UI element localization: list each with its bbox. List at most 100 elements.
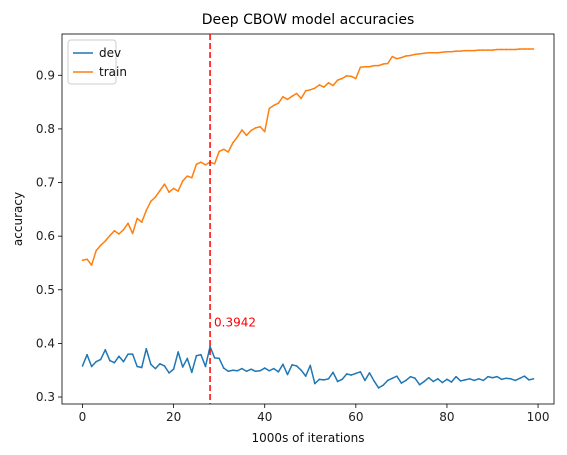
data-point-train xyxy=(427,51,430,54)
data-point-train xyxy=(122,228,125,231)
data-point-train xyxy=(496,48,498,51)
data-point-train xyxy=(345,75,348,77)
data-point-train xyxy=(359,66,362,69)
data-point-train xyxy=(505,48,507,51)
data-point-dev xyxy=(427,376,430,379)
data-point-dev xyxy=(136,365,138,368)
data-point-train xyxy=(259,125,261,128)
data-point-dev xyxy=(345,373,348,375)
data-point-dev xyxy=(304,375,307,377)
data-point-train xyxy=(163,183,166,185)
best-dev-annotation: 0.3942 xyxy=(214,316,256,330)
data-point-train xyxy=(405,55,407,57)
data-point-train xyxy=(140,221,143,224)
data-point-dev xyxy=(386,379,389,382)
data-point-train xyxy=(181,180,184,182)
data-point-dev xyxy=(127,353,129,355)
data-point-dev xyxy=(122,360,125,363)
data-point-dev xyxy=(396,375,398,377)
data-point-dev xyxy=(163,365,166,367)
data-point-dev xyxy=(414,377,416,380)
data-point-dev xyxy=(195,354,198,357)
x-tick-label: 80 xyxy=(439,410,454,424)
data-point-dev xyxy=(391,377,394,380)
data-point-dev xyxy=(181,366,184,368)
data-point-train xyxy=(418,53,421,55)
data-point-train xyxy=(414,53,416,56)
data-point-train xyxy=(350,75,353,78)
data-point-train xyxy=(282,95,284,98)
data-point-dev xyxy=(140,366,143,369)
data-point-dev xyxy=(209,345,211,348)
data-point-dev xyxy=(519,377,521,380)
data-point-train xyxy=(318,84,321,86)
data-point-train xyxy=(368,65,371,68)
data-point-dev xyxy=(99,358,102,361)
y-tick-label: 0.6 xyxy=(36,229,55,243)
data-point-dev xyxy=(327,377,330,380)
data-point-dev xyxy=(377,387,380,389)
chart-title: Deep CBOW model accuracies xyxy=(202,12,415,28)
data-point-dev xyxy=(150,363,152,366)
data-point-dev xyxy=(350,374,353,376)
series-line-train xyxy=(82,48,534,266)
data-point-dev xyxy=(332,371,334,374)
data-point-train xyxy=(377,64,380,67)
data-point-dev xyxy=(277,371,280,373)
data-point-dev xyxy=(131,353,134,355)
plot-frame xyxy=(61,33,555,405)
data-point-dev xyxy=(236,369,239,372)
data-point-train xyxy=(204,164,207,166)
legend-label-train: train xyxy=(99,65,127,79)
data-point-train xyxy=(332,84,334,87)
data-point-train xyxy=(154,196,157,198)
data-point-dev xyxy=(286,373,289,376)
data-point-train xyxy=(323,86,325,88)
data-point-train xyxy=(409,54,412,57)
data-point-dev xyxy=(154,367,157,370)
data-point-dev xyxy=(473,379,476,382)
data-point-train xyxy=(528,48,530,50)
data-point-train xyxy=(300,97,302,100)
data-point-train xyxy=(455,50,457,52)
x-tick-label: 40 xyxy=(257,410,272,424)
data-point-train xyxy=(227,151,230,153)
data-point-train xyxy=(450,50,453,53)
data-point-dev xyxy=(437,377,439,380)
y-tick-label: 0.7 xyxy=(36,176,55,190)
data-point-train xyxy=(136,217,138,220)
data-point-train xyxy=(491,49,494,51)
data-point-train xyxy=(109,234,111,237)
data-point-train xyxy=(268,107,271,110)
data-point-dev xyxy=(464,379,466,381)
data-point-dev xyxy=(341,378,343,381)
y-axis-label: accuracy xyxy=(11,192,25,246)
data-point-train xyxy=(95,249,97,252)
data-point-dev xyxy=(409,375,412,378)
data-point-train xyxy=(222,148,225,151)
data-point-dev xyxy=(263,367,266,369)
data-point-train xyxy=(118,233,120,235)
data-point-train xyxy=(159,189,161,192)
data-point-train xyxy=(523,48,526,50)
data-point-dev xyxy=(423,380,425,383)
data-point-train xyxy=(218,150,220,153)
data-point-train xyxy=(514,48,517,51)
data-point-train xyxy=(437,51,439,54)
data-point-train xyxy=(250,129,252,132)
legend-box xyxy=(67,39,117,85)
data-point-dev xyxy=(168,372,170,374)
data-point-dev xyxy=(505,377,507,380)
y-tick-label: 0.5 xyxy=(36,283,55,297)
data-point-dev xyxy=(104,349,107,351)
data-point-dev xyxy=(177,351,179,353)
data-point-dev xyxy=(250,368,252,370)
data-point-train xyxy=(131,232,134,235)
data-point-train xyxy=(277,102,280,104)
x-tick-label: 60 xyxy=(348,410,363,424)
data-point-dev xyxy=(232,369,234,372)
data-point-dev xyxy=(487,375,489,378)
data-point-dev xyxy=(523,375,526,377)
data-point-dev xyxy=(291,364,293,366)
